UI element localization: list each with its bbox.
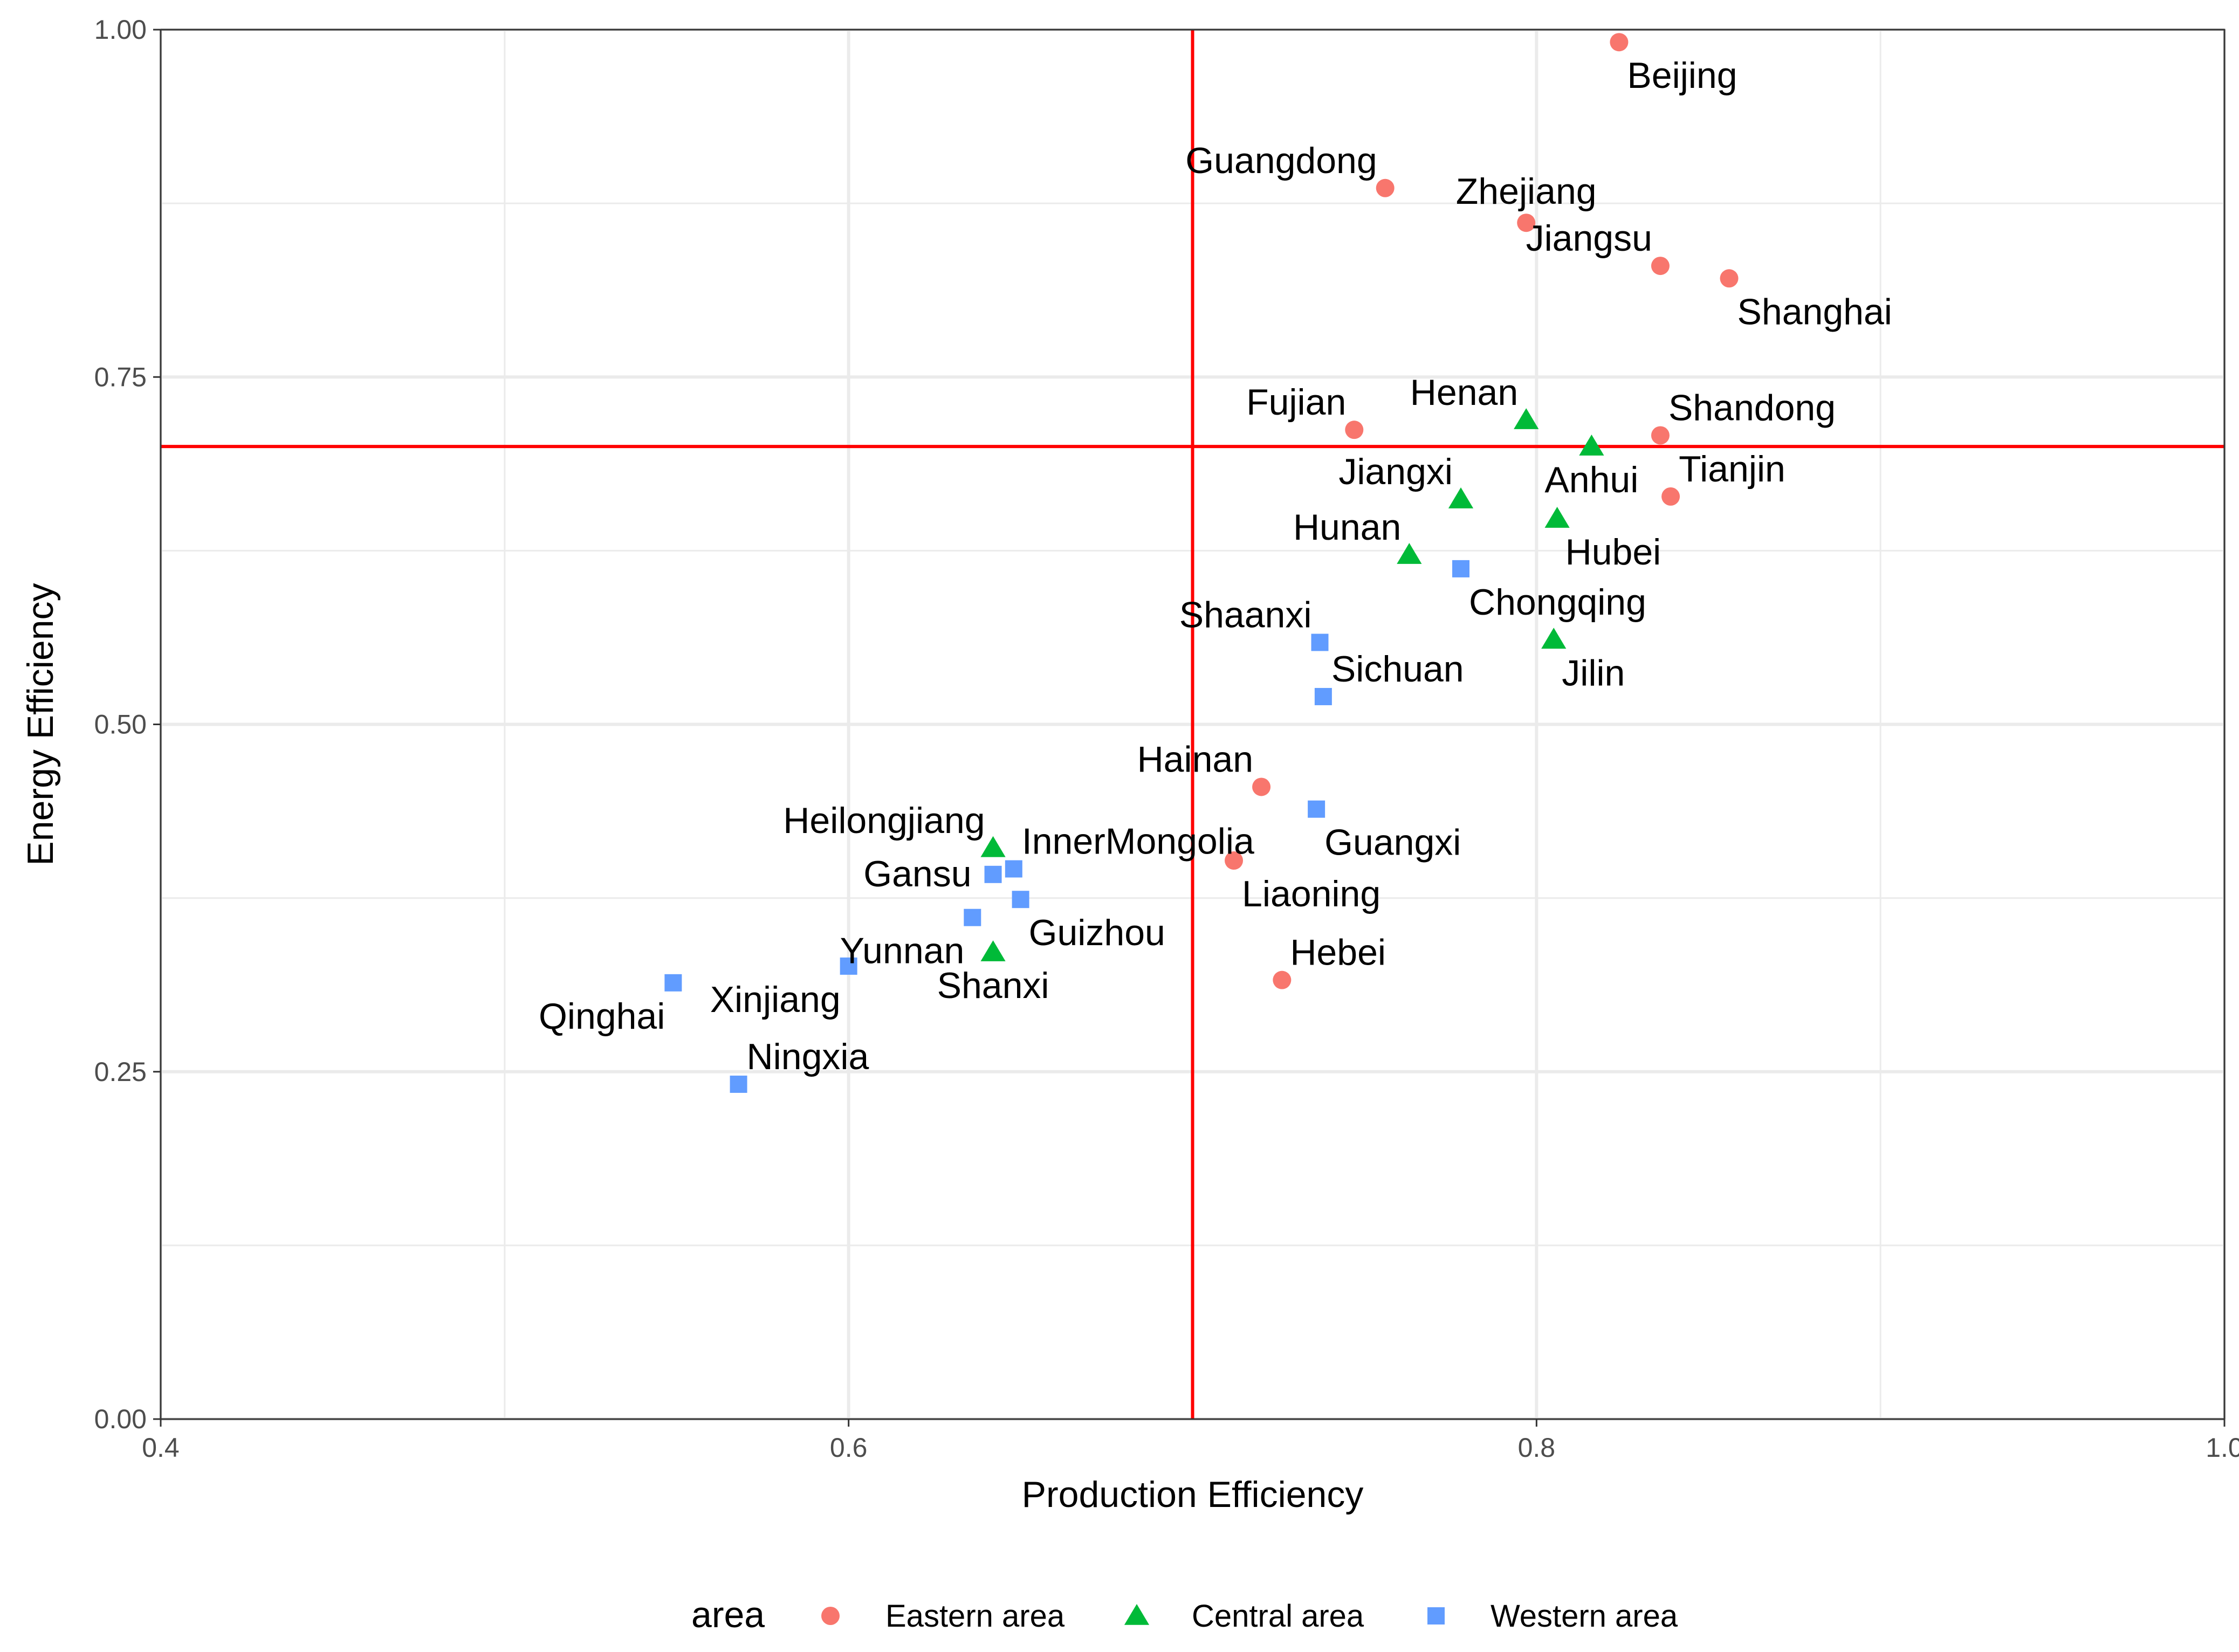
point-label-innermongolia: InnerMongolia [1022,821,1254,862]
point-label-hubei: Hubei [1565,532,1661,573]
data-point-jiangxi [1448,487,1474,508]
point-label-guizhou: Guizhou [1029,912,1165,953]
data-point-jiangsu [1651,257,1670,276]
point-label-shanghai: Shanghai [1737,291,1892,332]
reference-lines [161,30,2224,1419]
x-tick-label: 0.8 [1518,1433,1556,1463]
point-label-yunnan: Yunnan [840,931,965,972]
point-label-sichuan: Sichuan [1331,649,1464,690]
legend-key-circle [821,1607,840,1625]
data-point-sichuan [1314,687,1332,705]
point-label-ningxia: Ningxia [747,1036,869,1077]
legend-key-square [1427,1607,1445,1625]
data-point-hainan [1252,777,1271,796]
point-label-guangxi: Guangxi [1324,822,1461,863]
data-point-shanxi [980,940,1006,961]
data-point-fujian [1345,421,1364,439]
data-point-gansu [984,865,1002,883]
data-point-henan [1514,408,1539,429]
data-point-xinjiang [840,957,857,975]
point-label-hunan: Hunan [1293,507,1401,548]
legend: area Eastern area Central area Western are… [691,1594,1678,1635]
y-axis: 0.00 0.25 0.50 0.75 1.00 [94,15,161,1434]
data-point-chongqing [1452,560,1470,577]
point-label-beijing: Beijing [1627,55,1737,96]
data-point-tianjin [1661,487,1680,506]
point-label-anhui: Anhui [1544,459,1638,500]
x-tick-label: 1.0 [2206,1433,2239,1463]
data-point-hunan [1397,543,1422,564]
data-point-hebei [1273,970,1292,989]
point-label-shanxi: Shanxi [937,965,1049,1006]
data-point-beijing [1610,33,1629,52]
legend-key-triangle [1124,1603,1150,1625]
point-label-hebei: Hebei [1290,932,1386,973]
y-tick-label: 0.25 [94,1057,147,1087]
point-label-liaoning: Liaoning [1242,873,1381,914]
data-point-shandong [1651,426,1670,445]
point-label-guangdong: Guangdong [1185,140,1377,181]
x-axis: 0.4 0.6 0.8 1.0 [142,1419,2239,1463]
y-tick-label: 1.00 [94,15,147,45]
legend-label: Western area [1491,1599,1678,1634]
point-label-hainan: Hainan [1137,739,1254,780]
legend-title: area [691,1594,765,1635]
data-point-ningxia [730,1075,747,1093]
point-label-fujian: Fujian [1246,382,1346,423]
data-point-jilin [1541,628,1567,649]
point-label-xinjiang: Xinjiang [710,979,841,1020]
point-label-shaanxi: Shaanxi [1179,594,1312,635]
point-label-heilongjiang: Heilongjiang [783,800,985,841]
data-point-liaoning [1225,851,1244,870]
point-label-qinghai: Qinghai [539,996,665,1037]
point-label-jilin: Jilin [1562,652,1625,693]
data-point-guangxi [1308,800,1325,818]
point-label-jiangxi: Jiangxi [1338,451,1453,492]
point-label-zhejiang: Zhejiang [1456,171,1597,212]
x-tick-label: 0.6 [830,1433,868,1463]
data-point-yunnan [964,908,981,926]
legend-label: Eastern area [885,1599,1065,1634]
point-label-tianjin: Tianjin [1679,449,1785,490]
point-labels: Beijing Guangdong Zhejiang Jiangsu Shanghai F… [539,55,1892,1077]
data-point-guangdong [1376,178,1395,197]
point-label-henan: Henan [1410,372,1518,413]
data-point-hubei [1544,507,1570,528]
data-points [664,33,1739,1093]
x-axis-title: Production Efficiency [1022,1474,1364,1515]
data-point-heilongjiang [980,836,1006,857]
y-tick-label: 0.75 [94,362,147,392]
data-point-shanghai [1720,269,1739,288]
data-point-zhejiang [1517,214,1536,232]
x-tick-label: 0.4 [142,1433,180,1463]
point-label-shandong: Shandong [1668,387,1836,428]
data-point-qinghai [664,974,682,992]
data-point-guizhou [1012,891,1029,908]
y-axis-title: Energy Efficiency [20,583,61,865]
y-tick-label: 0.00 [94,1404,147,1434]
legend-label: Central area [1192,1599,1364,1634]
data-point-innermongolia [1005,860,1022,878]
y-tick-label: 0.50 [94,710,147,740]
point-label-jiangsu: Jiangsu [1526,218,1652,259]
data-point-shaanxi [1311,634,1329,651]
point-label-gansu: Gansu [863,853,971,894]
data-point-anhui [1579,435,1604,456]
point-label-chongqing: Chongqing [1469,582,1646,623]
